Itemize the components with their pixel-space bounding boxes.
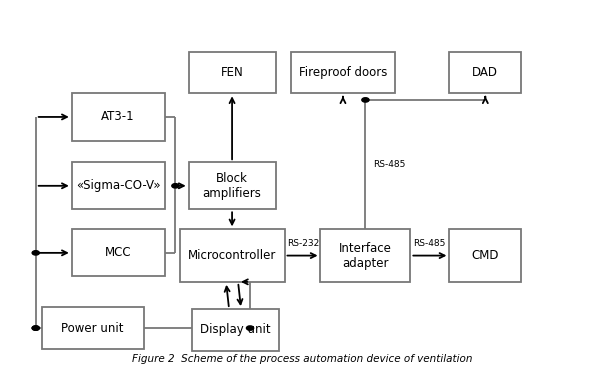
Text: RS-485: RS-485 [373,160,405,169]
Text: Power unit: Power unit [62,322,124,335]
Circle shape [32,251,39,255]
Text: MCC: MCC [105,246,131,259]
Bar [290,52,396,93]
Text: Figure 2  Scheme of the process automation device of ventilation: Figure 2 Scheme of the process automatio… [132,354,473,364]
Text: RS-485: RS-485 [413,238,446,248]
Text: DAD: DAD [473,66,499,79]
Text: RS-232: RS-232 [287,238,320,248]
Bar [72,162,165,209]
Bar [450,52,522,93]
Bar [321,229,410,282]
Circle shape [362,98,369,102]
Circle shape [172,184,179,188]
Text: FEN: FEN [221,66,243,79]
Text: «Sigma-CO-V»: «Sigma-CO-V» [76,179,160,192]
Text: AT3-1: AT3-1 [102,110,135,123]
Text: Microcontroller: Microcontroller [188,249,276,262]
Text: Interface
adapter: Interface adapter [339,241,392,270]
Text: Block
amplifiers: Block amplifiers [203,172,261,200]
Text: CMD: CMD [471,249,499,262]
Bar [192,309,278,351]
Text: Fireproof doors: Fireproof doors [299,66,387,79]
Circle shape [32,326,39,330]
Bar [450,229,522,282]
Bar [180,229,284,282]
Bar [189,52,275,93]
Text: Display unit: Display unit [200,323,270,336]
Bar [42,307,143,349]
Circle shape [246,326,253,330]
Bar [72,93,165,141]
Bar [189,162,275,209]
Circle shape [32,326,39,330]
Bar [72,229,165,276]
